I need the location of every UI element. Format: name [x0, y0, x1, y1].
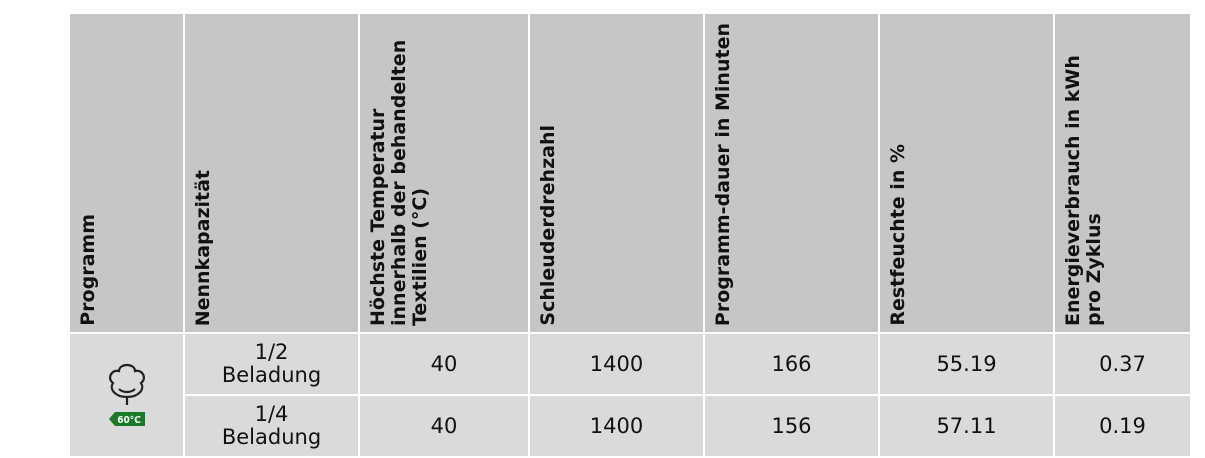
data-cell: 1400 [528, 394, 705, 458]
header-text: Programm [77, 214, 99, 326]
data-cell: 1/4 Beladung [183, 394, 360, 458]
temp-tag [108, 412, 145, 426]
header-text: Höchste Temperatur innerhalb der behande… [367, 39, 431, 326]
data-cell: 57.11 [878, 394, 1055, 458]
cell-value: 57.11 [936, 413, 997, 438]
cell-value: 1400 [589, 351, 644, 376]
data-cell: 166 [703, 332, 880, 396]
data-table: Programm Nennkapazität Höchste Temperatur … [68, 12, 1192, 458]
header-cell: Programm-dauer in Minuten [703, 12, 880, 334]
header-cell: Energieverbrauch in kWh pro Zyklus [1053, 12, 1192, 334]
cell-value: 0.19 [1099, 413, 1146, 438]
data-cell: 156 [703, 394, 880, 458]
table-row: 60°C 1/2 Beladung 40 1400 166 55.19 0.37 [68, 332, 1192, 458]
load-label: 1/2 Beladung [221, 340, 322, 387]
table-body: 60°C 1/2 Beladung 40 1400 166 55.19 0.37 1/4 Be… [68, 332, 1192, 458]
header-row: Programm Nennkapazität Höchste Temperatur … [68, 12, 1192, 334]
header-cell: Schleuderdrehzahl [528, 12, 705, 334]
cotton-icon: 60°C [108, 363, 145, 426]
header-text: Schleuderdrehzahl [537, 125, 559, 326]
header-text: Nennkapazität [192, 169, 214, 326]
data-cell: 1400 [528, 332, 705, 396]
header-cell: Restfeuchte in % [878, 12, 1055, 334]
data-cell: 1/2 Beladung [183, 332, 360, 396]
cell-value: 40 [430, 351, 458, 376]
cotton-symbol [108, 363, 145, 405]
cell-value: 0.37 [1099, 351, 1146, 376]
data-cell: 40 [358, 332, 530, 396]
data-cell: 55.19 [878, 332, 1055, 396]
cell-value: 1400 [589, 413, 644, 438]
cell-value: 55.19 [936, 351, 997, 376]
table-row: 1/4 Beladung 40 1400 156 57.11 0.19 [69, 394, 1192, 458]
load-label: 1/4 Beladung [221, 402, 322, 449]
cell-value: 166 [771, 351, 812, 376]
header-text: Energieverbrauch in kWh pro Zyklus [1062, 55, 1105, 326]
header-cell: Nennkapazität [183, 12, 360, 334]
data-cell: 40 [358, 394, 530, 458]
header-cell: Höchste Temperatur innerhalb der behande… [358, 12, 530, 334]
temp-label: 60°C [117, 415, 141, 426]
program-cell: 60°C [68, 332, 185, 458]
data-cell: 0.19 [1053, 394, 1192, 458]
header-text: Restfeuchte in % [887, 144, 909, 326]
header-text: Programm-dauer in Minuten [712, 22, 734, 326]
data-cell: 0.37 [1053, 332, 1192, 396]
header-cell: Programm [68, 12, 185, 334]
cell-value: 156 [771, 413, 812, 438]
cell-value: 40 [430, 413, 458, 438]
